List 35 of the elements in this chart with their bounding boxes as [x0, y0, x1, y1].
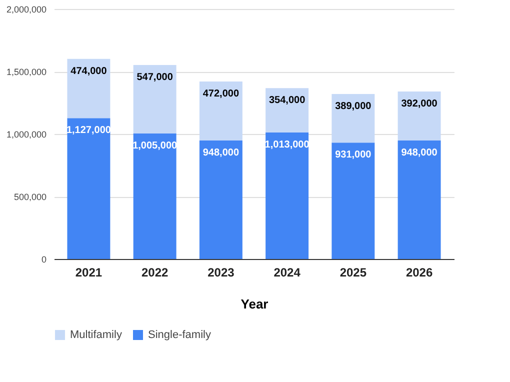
bar: [67, 118, 110, 259]
x-tick-label: 2021: [75, 266, 102, 280]
bar: [133, 133, 176, 259]
bar: [398, 92, 441, 140]
data-label: 354,000: [268, 95, 306, 106]
bar: [199, 82, 242, 140]
bar: [398, 140, 441, 259]
x-tick-label: 2022: [141, 266, 168, 280]
bar: [332, 94, 375, 143]
x-tick-label: 2024: [274, 266, 301, 280]
bar: [133, 65, 176, 134]
data-label: 472,000: [202, 88, 240, 100]
data-label: 392,000: [401, 98, 438, 110]
y-tick-label: 2,000,000: [6, 4, 46, 14]
y-tick-label: 1,500,000: [6, 67, 46, 77]
bar: [332, 142, 375, 259]
x-tick-label: 2026: [406, 266, 433, 280]
bar: [67, 58, 110, 118]
data-label: 547,000: [136, 72, 174, 83]
x-tick-label: 2025: [340, 266, 367, 280]
y-tick-label: 0: [41, 254, 46, 264]
y-tick-label: 1,000,000: [6, 130, 46, 140]
bar: [199, 140, 242, 259]
legend-label: Multifamily: [70, 329, 122, 341]
data-label: 474,000: [70, 66, 108, 77]
legend-label: Single-family: [148, 329, 212, 341]
x-tick-label: 2023: [208, 266, 235, 280]
y-tick-label: 500,000: [14, 192, 46, 202]
data-label: 948,000: [202, 148, 240, 158]
x-axis-title: Year: [240, 296, 268, 312]
bar: [266, 88, 309, 132]
data-label: 948,000: [401, 148, 438, 158]
bar: [266, 132, 309, 259]
data-label: 931,000: [335, 150, 372, 161]
data-label: 389,000: [335, 101, 372, 112]
